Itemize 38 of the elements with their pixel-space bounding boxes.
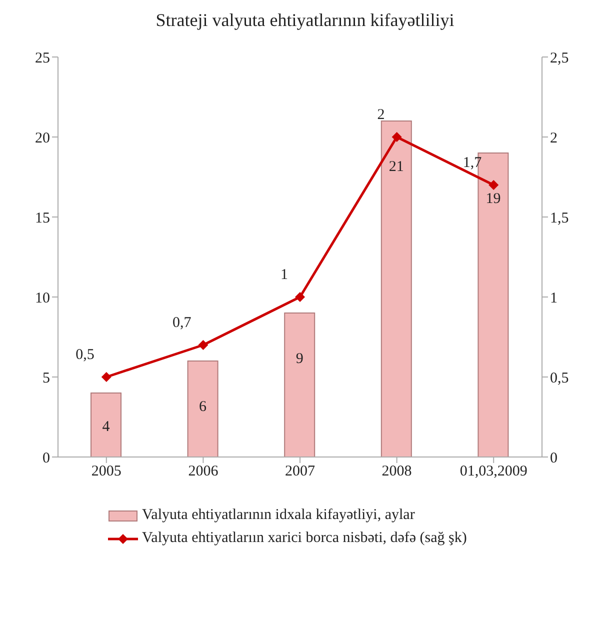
legend-label: Valyuta ehtiyatlarıın xarici borca nisbəti, dəfə (sağ şk) bbox=[142, 530, 467, 547]
point bbox=[295, 292, 305, 302]
data-label: 0,7 bbox=[172, 315, 192, 331]
y2-tick-label: 1 bbox=[550, 290, 558, 306]
bar bbox=[90, 392, 122, 457]
y2-tick-label: 2 bbox=[550, 130, 558, 146]
chart-title: Strateji valyuta ehtiyatlarının kifayətliliyi bbox=[154, 10, 456, 31]
data-label: 4 bbox=[102, 419, 110, 435]
bar bbox=[284, 312, 316, 457]
x-tick-label: 2006 bbox=[188, 464, 219, 480]
y-tick-label: 0 bbox=[42, 450, 50, 466]
y-tick-label: 10 bbox=[35, 290, 50, 306]
bar bbox=[187, 360, 218, 457]
data-label: 21 bbox=[388, 159, 404, 175]
y2-tick-label: 0,5 bbox=[550, 370, 569, 386]
y-tick-label: 25 bbox=[35, 50, 50, 66]
data-label: 0,5 bbox=[76, 347, 94, 363]
y-tick-label: 20 bbox=[35, 130, 50, 146]
y-tick-label: 15 bbox=[35, 210, 50, 226]
point bbox=[198, 340, 208, 350]
point bbox=[101, 372, 112, 382]
point bbox=[392, 132, 402, 142]
y2-tick-label: 0 bbox=[550, 450, 558, 466]
data-label: 1 bbox=[280, 267, 288, 283]
x-tick-label: 2005 bbox=[91, 464, 122, 480]
point bbox=[488, 180, 499, 190]
bar bbox=[380, 120, 412, 457]
y-tick-label: 5 bbox=[42, 370, 50, 386]
legend-label: Valyuta ehtiyatlarının idxala kifayətliyi, aylar bbox=[142, 507, 415, 524]
y2-tick-label: 2,5 bbox=[550, 50, 569, 66]
data-label: 19 bbox=[486, 191, 501, 207]
x-tick-label: 01,03,2009 bbox=[460, 464, 528, 480]
data-label: 9 bbox=[296, 351, 304, 367]
x-tick-label: 2007 bbox=[285, 464, 316, 480]
data-label: 6 bbox=[199, 399, 208, 415]
y2-tick-label: 1,5 bbox=[550, 210, 569, 226]
x-tick-label: 2008 bbox=[382, 464, 412, 480]
data-label: 2 bbox=[377, 107, 385, 123]
